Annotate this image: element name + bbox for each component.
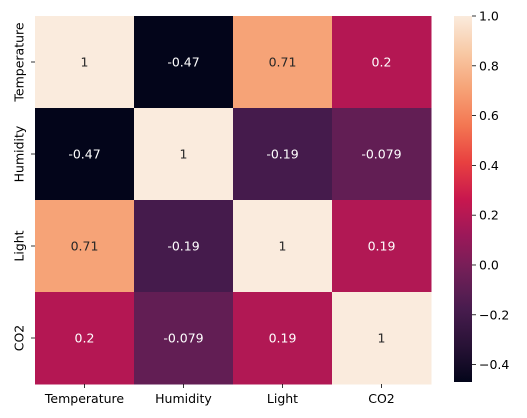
heatmap-cell-co2-light — [233, 292, 333, 385]
colorbar-tick-label: 0.2 — [479, 208, 499, 223]
x-tick-label: Humidity — [155, 391, 212, 406]
cell-value-label: -0.47 — [68, 147, 100, 162]
heatmap-cell-light-temperature — [35, 200, 135, 293]
colorbar-tick-label: −0.4 — [479, 357, 509, 372]
heatmap-cell-co2-temperature — [35, 292, 135, 385]
cell-value-label: -0.47 — [167, 55, 199, 70]
cell-value-label: 0.71 — [71, 239, 99, 254]
y-tick-label: Temperature — [12, 22, 27, 102]
heatmap-cell-light-light — [233, 200, 333, 293]
colorbar-tick-label: 0.6 — [479, 108, 499, 123]
heatmap-annotations: 1 -0.47 0.71 0.2 -0.47 1 -0.19 -0.079 0.71 -0.19 1… — [68, 55, 401, 346]
cell-value-label: 0.19 — [269, 331, 297, 346]
heatmap-cell-temperature-co2 — [332, 16, 432, 109]
colorbar-tick-label: 0.4 — [479, 158, 499, 173]
colorbar-tick-label: 0.8 — [479, 58, 499, 73]
x-tick-label: CO2 — [368, 391, 395, 406]
x-tick-label: Temperature — [44, 391, 124, 406]
heatmap-cell-co2-co2 — [332, 292, 432, 385]
heatmap-cell-co2-humidity — [134, 292, 234, 385]
colorbar-tick-label: −0.2 — [479, 307, 509, 322]
cell-value-label: 0.2 — [372, 55, 392, 70]
y-axis: Temperature Humidity Light CO2 — [12, 22, 35, 352]
colorbar-bar — [454, 16, 472, 382]
cell-value-label: -0.19 — [167, 239, 199, 254]
cell-value-label: 1 — [279, 239, 287, 254]
cell-value-label: -0.19 — [266, 147, 298, 162]
heatmap-cell-humidity-light — [233, 108, 333, 201]
cell-value-label: -0.079 — [163, 331, 203, 346]
colorbar-tick-label: 1.0 — [479, 9, 499, 24]
y-tick-label: Light — [12, 230, 27, 261]
heatmap-cell-humidity-co2 — [332, 108, 432, 201]
heatmap-cell-temperature-light — [233, 16, 333, 109]
y-tick-label: Humidity — [12, 125, 27, 182]
heatmap-cell-humidity-humidity — [134, 108, 234, 201]
heatmap-cell-light-co2 — [332, 200, 432, 293]
heatmap-cell-humidity-temperature — [35, 108, 135, 201]
cell-value-label: 1 — [180, 147, 188, 162]
y-tick-label: CO2 — [12, 325, 27, 352]
colorbar-tick-label: 0.0 — [479, 257, 499, 272]
heatmap-cell-temperature-humidity — [134, 16, 234, 109]
heatmap-cell-temperature-temperature — [35, 16, 135, 109]
cell-value-label: -0.079 — [361, 147, 401, 162]
cell-value-label: 1 — [378, 331, 386, 346]
cell-value-label: 1 — [81, 55, 89, 70]
cell-value-label: 0.71 — [269, 55, 297, 70]
x-axis: Temperature Humidity Light CO2 — [44, 384, 395, 406]
heatmap-cells — [35, 16, 432, 385]
heatmap-cell-light-humidity — [134, 200, 234, 293]
colorbar: 1.0 0.8 0.6 0.4 0.2 0.0 −0.2 −0.4 — [454, 9, 509, 382]
cell-value-label: 0.19 — [368, 239, 396, 254]
cell-value-label: 0.2 — [75, 331, 95, 346]
x-tick-label: Light — [267, 391, 298, 406]
